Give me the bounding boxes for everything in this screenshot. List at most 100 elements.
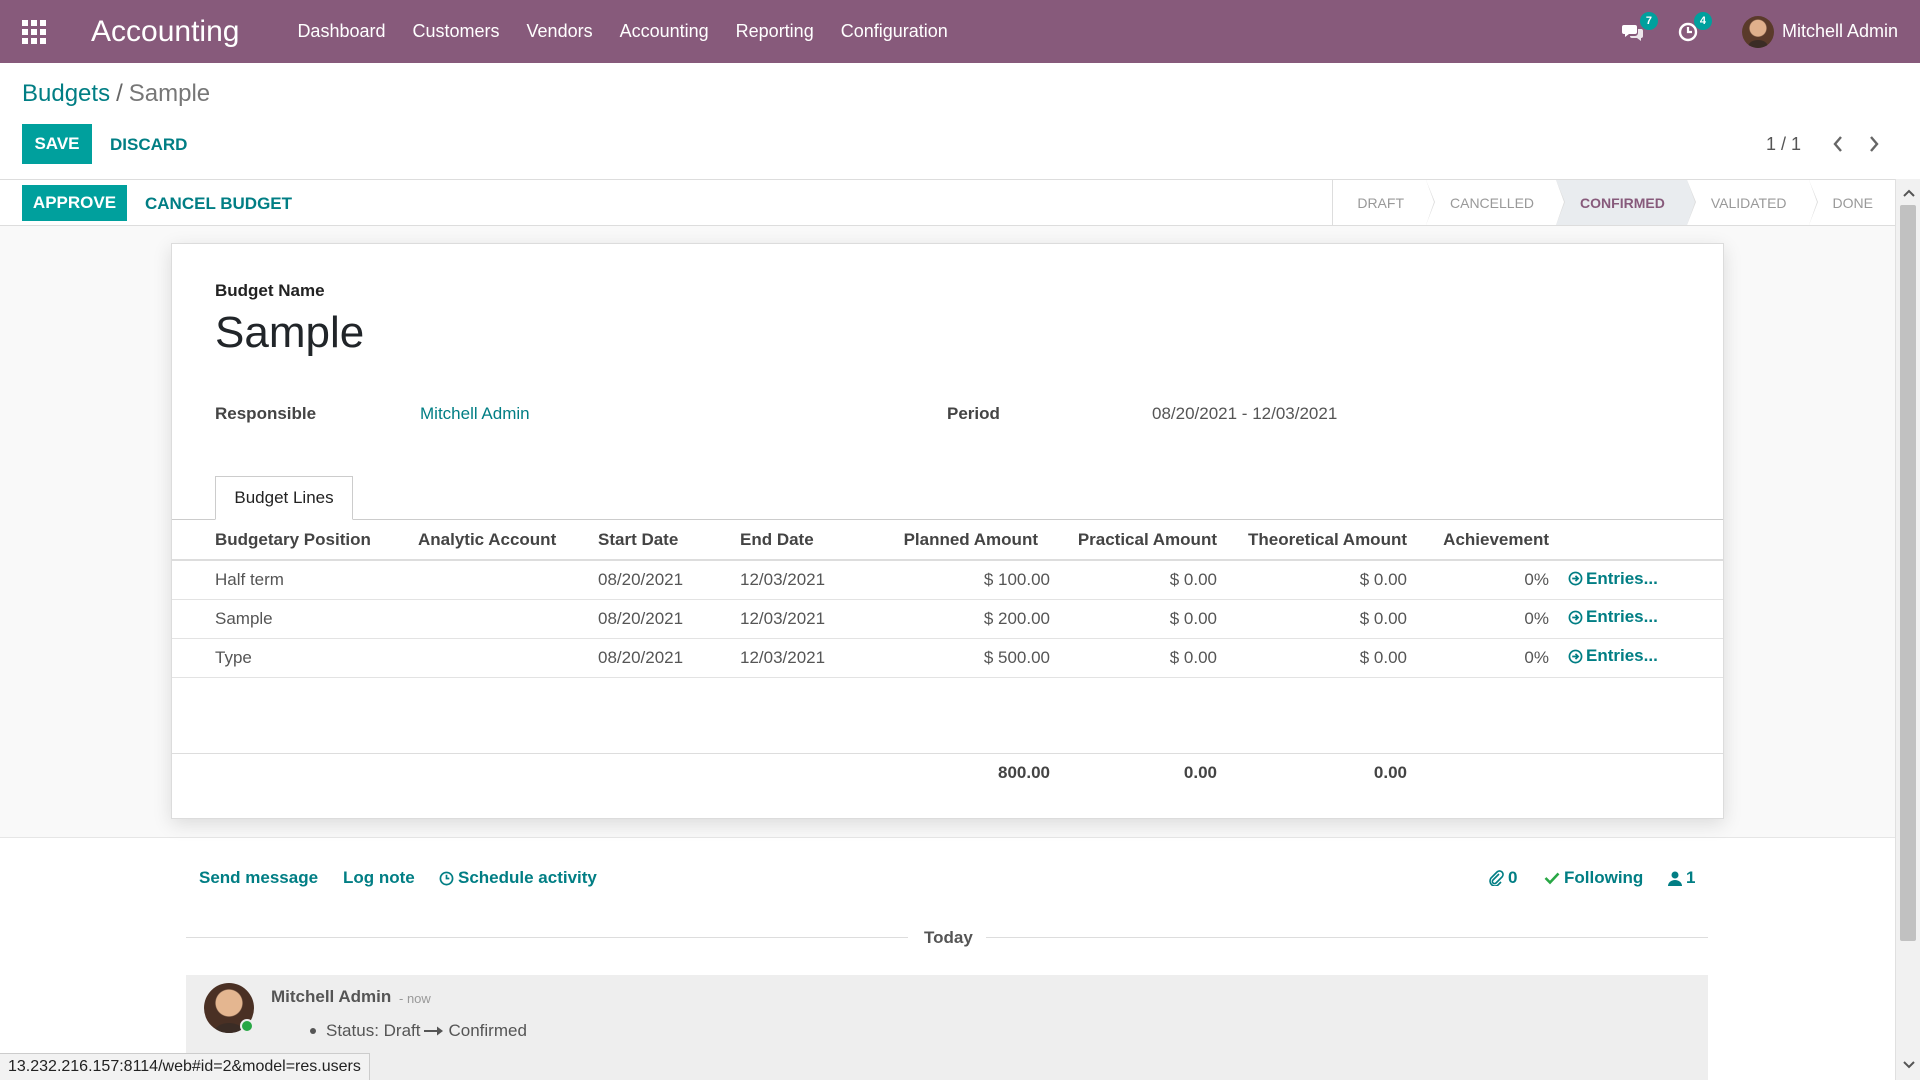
cell-end-date: 12/03/2021	[740, 560, 890, 600]
cell-start-date: 08/20/2021	[598, 560, 740, 600]
chevron-left-icon	[1833, 136, 1842, 152]
form-statusbar: APPROVE CANCEL BUDGET DRAFT CANCELLED CO…	[0, 179, 1895, 226]
entries-label: Entries...	[1586, 568, 1658, 588]
user-name: Mitchell Admin	[1781, 21, 1898, 41]
message-author[interactable]: Mitchell Admin	[271, 987, 392, 1006]
entries-button[interactable]: Entries...	[1568, 607, 1658, 627]
col-budgetary-position[interactable]: Budgetary Position	[215, 520, 418, 561]
bullet-icon	[310, 1028, 316, 1034]
col-achievement[interactable]: Achievement	[1407, 520, 1549, 561]
long-arrow-right-icon	[424, 1026, 444, 1036]
col-theoretical-amount[interactable]: Theoretical Amount	[1217, 520, 1407, 561]
cell-end-date: 12/03/2021	[740, 638, 890, 678]
activities-button[interactable]: 4	[1678, 11, 1712, 42]
attachments-count: 0	[1508, 868, 1518, 887]
col-analytic-account[interactable]: Analytic Account	[418, 520, 598, 561]
apps-grid-icon[interactable]	[20, 18, 48, 46]
cell-position: Type	[215, 638, 418, 678]
cell-practical: $ 0.00	[1050, 560, 1217, 600]
breadcrumb: Budgets / Sample	[22, 80, 210, 108]
menu-vendors[interactable]: Vendors	[526, 21, 593, 41]
tab-budget-lines[interactable]: Budget Lines	[215, 476, 353, 520]
scroll-up-button[interactable]	[1903, 185, 1915, 203]
col-practical-amount[interactable]: Practical Amount	[1050, 520, 1217, 561]
budget-name-field[interactable]: Sample	[215, 308, 365, 357]
send-message-label: Send message	[199, 868, 319, 887]
cell-practical: $ 0.00	[1050, 638, 1217, 678]
table-row[interactable]: Sample 08/20/2021 12/03/2021 $ 200.00 $ …	[172, 599, 1723, 639]
pager-value[interactable]: 1 / 1	[1766, 134, 1802, 154]
send-message-button[interactable]: Send message	[199, 868, 318, 888]
cell-analytic	[418, 599, 598, 639]
chevron-down-icon	[1903, 1061, 1915, 1069]
table-row[interactable]: Half term 08/20/2021 12/03/2021 $ 100.00…	[172, 560, 1723, 600]
breadcrumb-current: Sample	[128, 80, 211, 107]
user-icon	[1668, 871, 1682, 886]
breadcrumb-separator: /	[116, 80, 123, 107]
menu-reporting[interactable]: Reporting	[735, 21, 814, 41]
cell-practical: $ 0.00	[1050, 599, 1217, 639]
col-start-date[interactable]: Start Date	[598, 520, 740, 561]
page-scrollbar[interactable]	[1895, 179, 1920, 1080]
table-row[interactable]: Type 08/20/2021 12/03/2021 $ 500.00 $ 0.…	[172, 638, 1723, 678]
responsible-label: Responsible	[215, 404, 317, 423]
table-filler-row	[172, 677, 1723, 754]
stage-confirmed[interactable]: CONFIRMED	[1556, 180, 1696, 225]
attachments-button[interactable]: 0	[1488, 868, 1517, 888]
breadcrumb-budgets[interactable]: Budgets	[22, 80, 111, 107]
status-url-tooltip: 13.232.216.157:8114/web#id=2&model=res.u…	[0, 1053, 370, 1080]
responsible-field[interactable]: Mitchell Admin	[420, 404, 530, 423]
approve-button[interactable]: APPROVE	[22, 185, 127, 221]
message-time: - now	[399, 991, 431, 1006]
user-avatar	[1741, 15, 1774, 48]
cell-theoretical: $ 0.00	[1217, 638, 1407, 678]
chevron-up-icon	[1903, 189, 1915, 197]
schedule-activity-button[interactable]: Schedule activity	[439, 868, 597, 888]
menu-accounting[interactable]: Accounting	[619, 21, 709, 41]
cell-end-date: 12/03/2021	[740, 599, 890, 639]
col-planned-amount[interactable]: Planned Amount	[890, 520, 1050, 561]
discard-button[interactable]: DISCARD	[110, 135, 188, 154]
app-brand[interactable]: Accounting	[91, 14, 240, 48]
followers-button[interactable]: 1	[1668, 868, 1695, 888]
col-end-date[interactable]: End Date	[740, 520, 890, 561]
menu-customers[interactable]: Customers	[412, 21, 500, 41]
entries-label: Entries...	[1586, 646, 1658, 666]
scrollbar-thumb[interactable]	[1900, 205, 1916, 941]
period-label: Period	[947, 404, 1000, 423]
log-note-button[interactable]: Log note	[343, 868, 415, 888]
cell-start-date: 08/20/2021	[598, 638, 740, 678]
messages-badge: 7	[1639, 11, 1658, 30]
scroll-down-button[interactable]	[1903, 1057, 1915, 1075]
online-status-icon	[240, 1019, 254, 1033]
cell-analytic	[418, 560, 598, 600]
entries-button[interactable]: Entries...	[1568, 569, 1658, 589]
following-button[interactable]: Following	[1544, 868, 1643, 888]
pager-next-button[interactable]	[1868, 134, 1880, 159]
user-menu[interactable]: Mitchell Admin	[1741, 15, 1898, 48]
total-planned: 800.00	[998, 763, 1050, 783]
save-button[interactable]: SAVE	[22, 124, 92, 164]
check-icon	[1544, 872, 1560, 885]
pager-previous-button[interactable]	[1832, 134, 1844, 159]
stage-done[interactable]: DONE	[1832, 194, 1873, 211]
today-divider-right	[986, 937, 1708, 938]
schedule-activity-label: Schedule activity	[458, 868, 597, 887]
messages-button[interactable]: 7	[1621, 11, 1658, 42]
tab-divider	[172, 519, 1723, 520]
cancel-budget-button[interactable]: CANCEL BUDGET	[145, 194, 293, 213]
budget-name-label: Budget Name	[215, 281, 325, 300]
menu-dashboard[interactable]: Dashboard	[297, 21, 386, 41]
tracking-old-value: Status: Draft	[326, 1021, 421, 1040]
period-field[interactable]: 08/20/2021 - 12/03/2021	[1152, 404, 1338, 423]
menu-configuration[interactable]: Configuration	[840, 21, 948, 41]
stage-cancelled[interactable]: CANCELLED	[1426, 180, 1566, 225]
cell-theoretical: $ 0.00	[1217, 560, 1407, 600]
stage-draft[interactable]: DRAFT	[1333, 180, 1435, 225]
stage-validated[interactable]: VALIDATED	[1687, 180, 1818, 225]
log-note-label: Log note	[343, 868, 415, 887]
entries-button[interactable]: Entries...	[1568, 646, 1658, 666]
activities-badge: 4	[1693, 11, 1712, 30]
cell-position: Half term	[215, 560, 418, 600]
navbar-systray: 7 4 Mitchell Admin	[1621, 0, 1920, 63]
